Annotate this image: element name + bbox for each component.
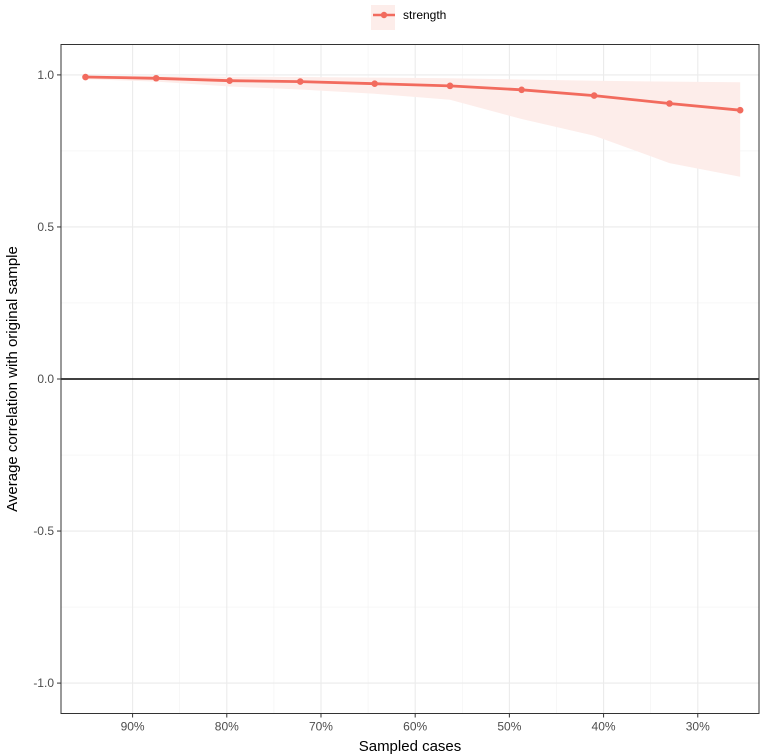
legend: strength [371, 5, 446, 30]
y-tick-label: -0.5 [33, 524, 54, 538]
legend-point-key [380, 11, 388, 19]
x-axis: 90% 80% 70% 60% 50% 40% 30% [121, 713, 710, 734]
data-point [736, 106, 744, 114]
data-point [446, 82, 454, 90]
data-point [226, 77, 233, 84]
y-axis: -1.0 -0.5 0.0 0.5 1.0 [33, 68, 61, 690]
data-point [371, 80, 378, 88]
x-tick-label: 60% [403, 720, 427, 734]
y-tick-label: -1.0 [33, 676, 54, 690]
legend-label: strength [403, 8, 446, 22]
x-tick-label: 90% [121, 720, 145, 734]
x-tick-label: 70% [309, 720, 333, 734]
y-tick-label: 1.0 [37, 68, 54, 82]
x-tick-label: 80% [215, 720, 239, 734]
confidence-band [85, 75, 741, 177]
data-point [152, 74, 160, 82]
y-tick-label: 0.5 [37, 220, 54, 234]
x-tick-label: 50% [497, 720, 521, 734]
data-point [296, 78, 304, 85]
x-axis-title: Sampled cases [359, 738, 462, 755]
data-point [666, 100, 673, 107]
x-tick-label: 30% [686, 720, 710, 734]
y-axis-title: Average correlation with original sample [4, 246, 21, 512]
y-tick-label: 0.0 [37, 372, 54, 386]
x-tick-label: 40% [592, 720, 616, 734]
series-layer [82, 73, 744, 114]
series-line-strength [85, 75, 741, 112]
data-point [590, 92, 598, 99]
data-point [518, 86, 525, 94]
data-point [82, 73, 89, 81]
confidence-band-layer [85, 75, 741, 177]
